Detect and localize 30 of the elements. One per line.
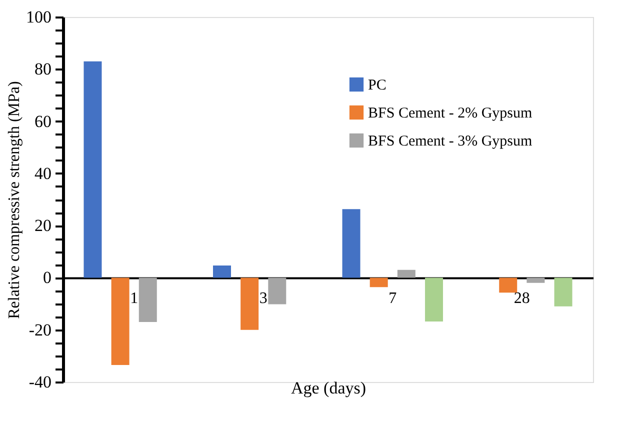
- bar: [213, 265, 231, 278]
- bar: [268, 278, 286, 304]
- bar: [240, 278, 259, 330]
- legend-label: BFS Cement - 2% Gypsum: [368, 106, 533, 122]
- y-tick-label: -40: [28, 372, 52, 392]
- y-tick-label: 20: [34, 216, 52, 236]
- legend-label: BFS Cement - 3% Gypsum: [368, 134, 533, 150]
- y-axis-title: Relative compressive strength (MPa): [6, 81, 23, 319]
- y-tick-label: 100: [26, 8, 52, 26]
- bar: [138, 278, 157, 322]
- y-tick-label: -20: [28, 320, 52, 340]
- y-tick-label: 40: [34, 164, 52, 183]
- bar: [499, 278, 518, 293]
- legend-label: PC: [368, 78, 386, 94]
- x-tick-label: 1: [130, 290, 138, 308]
- bar: [397, 270, 416, 278]
- x-axis-title: Age (days): [290, 378, 366, 398]
- y-tick-label: 0: [43, 268, 52, 288]
- y-tick-label: 80: [34, 60, 52, 79]
- x-tick-label: 3: [259, 290, 268, 308]
- x-tick-label: 7: [388, 290, 397, 308]
- bar: [554, 278, 572, 306]
- bar: [425, 278, 443, 322]
- bar: [84, 61, 102, 278]
- bar: [342, 209, 360, 278]
- x-tick-label: 28: [514, 290, 530, 308]
- bar: [111, 278, 130, 366]
- y-tick-label: 60: [34, 112, 52, 131]
- bar: [370, 278, 388, 288]
- bar: [526, 278, 545, 283]
